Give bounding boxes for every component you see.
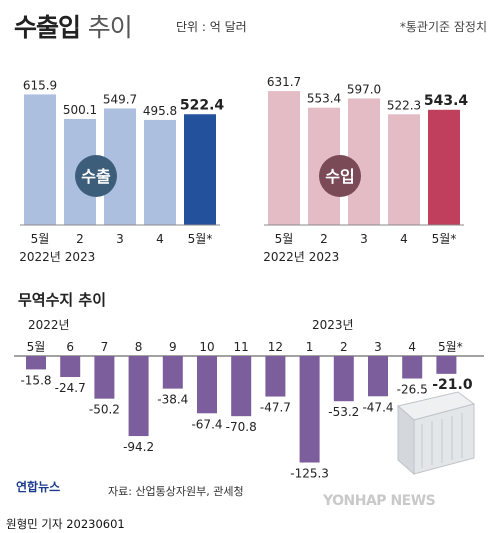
import-year-label: 2022년 xyxy=(263,250,305,264)
page-title: 수출입 추이 xyxy=(14,8,133,44)
balance-value-label: -38.4 xyxy=(157,393,188,407)
container-icon xyxy=(396,391,476,476)
balance-value-label: -15.8 xyxy=(20,373,51,387)
export-value-label: 522.4 xyxy=(180,97,225,113)
import-bar xyxy=(388,114,420,225)
export-year-label: 2023 xyxy=(65,250,96,264)
balance-bar xyxy=(162,356,183,389)
import-value-label: 543.4 xyxy=(424,93,469,109)
export-bar xyxy=(24,94,56,225)
export-value-label: 495.8 xyxy=(143,104,177,118)
yonhap-news-watermark: YONHAP NEWS xyxy=(323,493,436,509)
balance-category-label: 8 xyxy=(135,340,143,354)
import-category-label: 5월 xyxy=(275,232,294,246)
balance-category-label: 2 xyxy=(340,340,348,354)
balance-bar xyxy=(60,356,81,377)
balance-value-label: -47.4 xyxy=(362,400,393,414)
balance-category-label: 9 xyxy=(169,340,177,354)
balance-bar xyxy=(436,356,457,374)
balance-chart-title: 무역수지 추이 xyxy=(18,291,107,309)
balance-value-label: -125.3 xyxy=(290,467,329,481)
balance-year-label: 2022년 xyxy=(28,318,70,332)
export-value-label: 500.1 xyxy=(63,103,97,117)
balance-bar xyxy=(368,356,388,397)
balance-bar xyxy=(26,356,46,370)
balance-value-label: -94.2 xyxy=(123,440,154,454)
export-chart: 615.9 5월 2022년 500.1 2 2023 549.7 3 495.8 4 522.4 5… xyxy=(19,78,224,264)
export-category-label: 3 xyxy=(116,232,124,246)
balance-value-label: -70.8 xyxy=(226,420,257,434)
balance-value-label: -67.4 xyxy=(191,417,222,431)
trade-bar-charts: 615.9 5월 2022년 500.1 2 2023 549.7 3 495.8 4 522.4 5… xyxy=(19,75,468,264)
import-chart: 631.7 5월 2022년 553.4 2 2023 597.0 3 522.3 4 543.4 5… xyxy=(263,75,468,264)
balance-category-label: 5월* xyxy=(438,340,463,354)
balance-year-label: 2023년 xyxy=(312,318,354,332)
reporter-date: 원형민 기자 20230601 xyxy=(6,517,125,531)
export-bar xyxy=(184,114,216,225)
balance-category-label: 7 xyxy=(101,340,109,354)
balance-category-label: 11 xyxy=(234,340,249,354)
balance-value-label: -24.7 xyxy=(55,381,86,395)
balance-value-label: -47.7 xyxy=(260,401,291,415)
balance-category-label: 12 xyxy=(268,340,283,354)
balance-bar xyxy=(197,356,217,414)
balance-bar xyxy=(265,356,286,397)
export-value-label: 615.9 xyxy=(23,78,57,92)
balance-bar xyxy=(231,356,252,417)
provisional-note: *통관기준 잠정치 xyxy=(399,20,487,34)
import-value-label: 631.7 xyxy=(267,75,301,89)
export-bar xyxy=(144,119,176,225)
balance-category-label: 5월 xyxy=(27,340,46,354)
export-category-label: 5월* xyxy=(188,232,213,246)
logo-left-text: 연합뉴스 xyxy=(16,480,61,494)
export-badge xyxy=(75,155,117,197)
balance-bar xyxy=(402,356,423,379)
balance-chart: 2022년 2023년 5월 -15.8 6 -24.7 7 -50.2 8 -94.2 9 -38.… xyxy=(14,318,484,481)
export-category-label: 5월 xyxy=(31,232,50,246)
balance-category-label: 1 xyxy=(306,340,314,354)
balance-bar xyxy=(299,356,320,463)
balance-category-label: 6 xyxy=(66,340,74,354)
balance-category-label: 4 xyxy=(408,340,416,354)
balance-value-label: -21.0 xyxy=(432,377,473,393)
export-year-label: 2022년 xyxy=(19,250,61,264)
import-category-label: 5월* xyxy=(432,232,457,246)
yonhap-logo: 연합뉴스 xyxy=(16,478,60,495)
balance-value-label: -26.5 xyxy=(397,383,428,397)
import-year-label: 2023 xyxy=(309,250,340,264)
balance-bar xyxy=(128,356,149,437)
import-category-label: 3 xyxy=(360,232,368,246)
balance-value-label: -53.2 xyxy=(328,405,359,419)
export-category-label: 4 xyxy=(156,232,164,246)
import-badge-label: 수입 xyxy=(325,167,354,186)
import-bar xyxy=(428,109,460,225)
balance-bar xyxy=(333,356,354,402)
import-value-label: 597.0 xyxy=(347,82,381,96)
import-category-label: 2 xyxy=(320,232,328,246)
import-category-label: 4 xyxy=(400,232,408,246)
import-value-label: 522.3 xyxy=(387,98,421,112)
balance-category-label: 10 xyxy=(199,340,214,354)
unit-label: 단위 : 억 달러 xyxy=(176,20,247,34)
title-bold: 수출입 xyxy=(14,13,81,42)
export-value-label: 549.7 xyxy=(103,92,137,106)
import-badge xyxy=(319,155,361,197)
balance-bar xyxy=(94,356,115,399)
export-badge-label: 수출 xyxy=(81,167,111,186)
balance-value-label: -50.2 xyxy=(89,403,120,417)
export-category-label: 2 xyxy=(76,232,84,246)
balance-category-label: 3 xyxy=(374,340,382,354)
source-text: 자료: 산업통상자원부, 관세청 xyxy=(108,485,244,498)
import-value-label: 553.4 xyxy=(307,92,341,106)
import-bar xyxy=(268,91,300,225)
title-rest: 추이 xyxy=(87,13,133,42)
